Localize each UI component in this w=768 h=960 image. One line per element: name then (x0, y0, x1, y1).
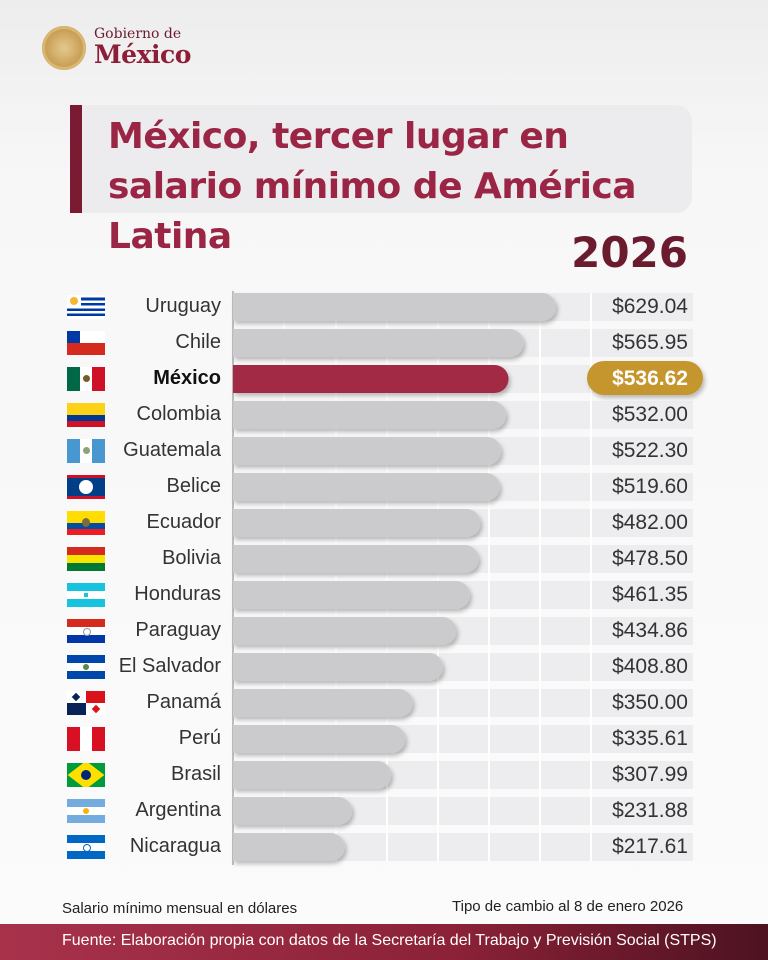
value-label: $461.35 (612, 583, 688, 606)
bar (233, 401, 507, 429)
title-box (70, 105, 692, 213)
bar (233, 797, 353, 825)
bar (233, 365, 509, 393)
bar (233, 581, 470, 609)
belize-flag (67, 475, 105, 499)
bar (233, 689, 413, 717)
bar (233, 617, 457, 645)
source-text: Fuente: Elaboración propia con datos de … (62, 932, 717, 949)
value-label: $482.00 (612, 511, 688, 534)
category-label: Bolivia (162, 547, 221, 569)
bar (233, 761, 392, 789)
category-label: Argentina (135, 799, 221, 821)
honduras-flag (67, 583, 105, 607)
category-label: Paraguay (135, 619, 221, 641)
ecuador-flag (67, 511, 105, 535)
value-label: $217.61 (612, 835, 688, 858)
category-label: Ecuador (146, 511, 222, 533)
bolivia-flag (67, 547, 105, 571)
bar (233, 473, 500, 501)
value-label: $408.80 (612, 655, 688, 678)
category-label: Brasil (170, 763, 221, 785)
title-accent-bar (70, 105, 82, 213)
chile-flag (67, 331, 105, 355)
el-salvador-flag (67, 655, 105, 679)
category-label: Chile (175, 331, 221, 353)
value-label: $231.88 (612, 799, 688, 822)
bar (233, 725, 406, 753)
footnote-exchange-rate: Tipo de cambio al 8 de enero 2026 (452, 898, 684, 915)
nicaragua-flag (67, 835, 105, 859)
category-label: Belice (166, 475, 221, 497)
category-label: Honduras (134, 583, 221, 605)
bar (233, 329, 524, 357)
highlight-value-pill (587, 361, 703, 395)
argentina-flag (67, 799, 105, 823)
bar (233, 833, 345, 861)
value-label: $629.04 (612, 295, 688, 318)
category-label: Colombia (136, 403, 221, 425)
logo-text-small: Gobierno de (94, 26, 182, 42)
mexico-flag (67, 367, 105, 391)
bar (233, 509, 481, 537)
category-label: El Salvador (118, 655, 221, 677)
chart-title: México, tercer lugar en salario mínimo d… (108, 116, 637, 257)
value-label: $478.50 (612, 547, 688, 570)
category-label: Uruguay (145, 295, 221, 317)
value-label: $519.60 (612, 475, 688, 498)
panama-flag (67, 691, 105, 715)
value-label: $335.61 (612, 727, 688, 750)
footnote-units: Salario mínimo mensual en dólares (62, 900, 298, 917)
value-label: $307.99 (612, 763, 688, 786)
category-label: Perú (178, 727, 221, 749)
value-label: $434.86 (612, 619, 688, 642)
value-label: $350.00 (612, 691, 688, 714)
guatemala-flag (67, 439, 105, 463)
category-label: Guatemala (123, 439, 221, 461)
bar (233, 545, 479, 573)
bar (233, 653, 443, 681)
value-label: $532.00 (612, 403, 688, 426)
gobierno-de-mexico-logo: Gobierno de México (40, 24, 200, 74)
category-label: México (153, 367, 221, 389)
uruguay-flag (67, 295, 105, 319)
brazil-flag (67, 763, 105, 787)
bar (233, 437, 502, 465)
value-label: $536.62 (612, 367, 688, 390)
source-band (0, 924, 768, 960)
colombia-flag (67, 403, 105, 427)
value-label: $522.30 (612, 439, 688, 462)
category-label: Panamá (146, 691, 222, 713)
bar (233, 293, 556, 321)
year-label: 2026 (571, 228, 688, 277)
peru-flag (67, 727, 105, 751)
logo-text-big: México (94, 40, 191, 69)
paraguay-flag (67, 619, 105, 643)
category-label: Nicaragua (129, 835, 221, 857)
national-seal-icon (42, 26, 86, 70)
value-label: $565.95 (612, 331, 688, 354)
